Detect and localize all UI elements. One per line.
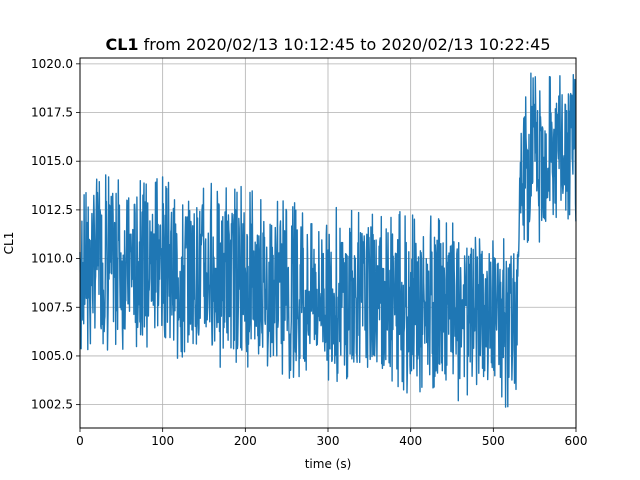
y-tick-label: 1017.5: [31, 106, 73, 120]
y-tick-label: 1002.5: [31, 398, 73, 412]
y-tick-label: 1005.0: [31, 349, 73, 363]
x-axis-ticks: 0 100 200 300 400 500 600: [76, 428, 587, 448]
x-tick-label: 500: [482, 434, 505, 448]
x-tick-label: 300: [317, 434, 340, 448]
x-tick-label: 100: [151, 434, 174, 448]
y-tick-label: 1010.0: [31, 252, 73, 266]
chart-title-bold: CL1: [105, 35, 138, 54]
x-axis-label: time (s): [305, 457, 352, 471]
x-tick-label: 600: [565, 434, 588, 448]
y-axis-ticks: 1002.5 1005.0 1007.5 1010.0 1012.5 1015.0 1017…: [31, 57, 80, 412]
series-cl1-line: [79, 72, 577, 408]
x-tick-label: 400: [399, 434, 422, 448]
y-tick-label: 1012.5: [31, 203, 73, 217]
y-tick-label: 1007.5: [31, 300, 73, 314]
chart-title: CL1 from 2020/02/13 10:12:45 to 2020/02/…: [105, 35, 550, 54]
x-tick-label: 0: [76, 434, 84, 448]
chart-title-rest: from 2020/02/13 10:12:45 to 2020/02/13 1…: [139, 35, 551, 54]
y-axis-label: CL1: [2, 232, 16, 255]
y-tick-label: 1020.0: [31, 57, 73, 71]
y-tick-label: 1015.0: [31, 154, 73, 168]
x-tick-label: 200: [234, 434, 257, 448]
series-cl1: [79, 72, 577, 408]
